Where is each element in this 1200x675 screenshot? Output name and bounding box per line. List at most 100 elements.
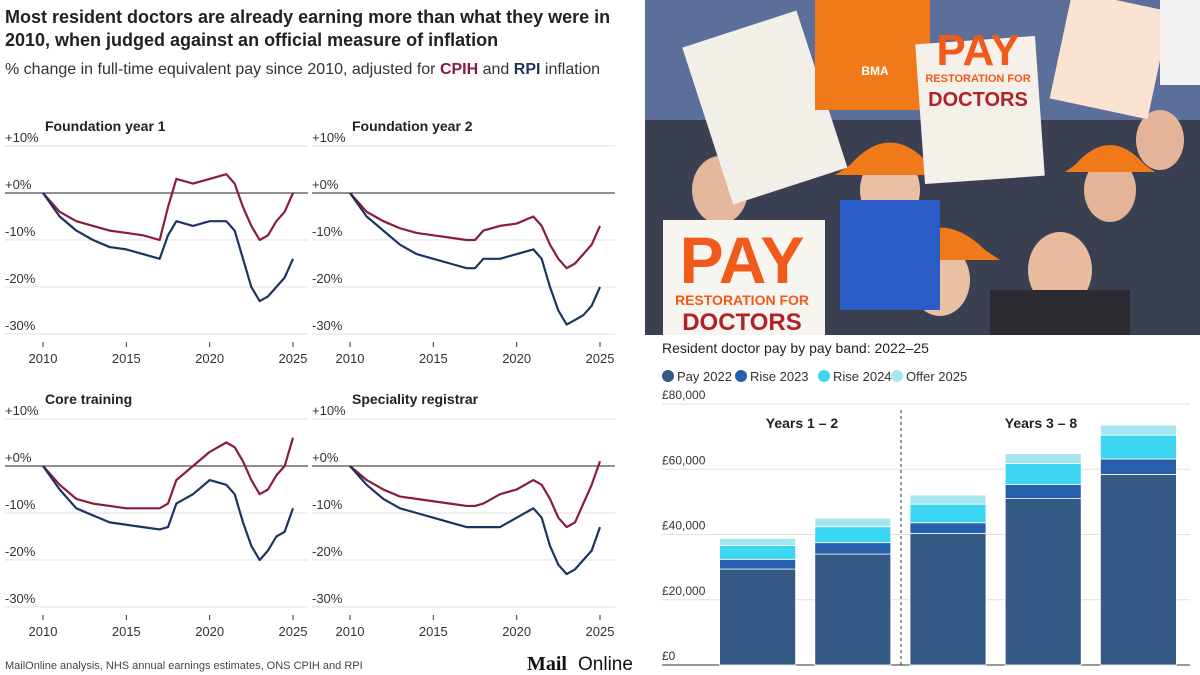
x-tick-label: 2025 (279, 351, 308, 366)
y-tick-label: -30% (5, 591, 36, 606)
y-tick-label: £40,000 (662, 519, 706, 533)
x-tick-label: 2015 (419, 624, 448, 639)
y-tick-label: -30% (312, 318, 343, 333)
y-tick-label: +0% (5, 177, 32, 192)
x-tick-label: 2020 (195, 624, 224, 639)
sign (915, 35, 1045, 185)
clothing (840, 200, 940, 310)
x-tick-label: 2015 (419, 351, 448, 366)
y-tick-label: -20% (5, 544, 36, 559)
bar-segment (1004, 498, 1082, 666)
source: MailOnline analysis, NHS annual earnings… (5, 660, 363, 672)
sign-text: BMA (861, 64, 889, 78)
series-line (349, 192, 602, 270)
bar-segment (719, 538, 796, 546)
sign (1160, 0, 1200, 85)
bar-segment (1100, 434, 1177, 460)
legend-swatch (662, 370, 674, 382)
section-label: Years 3 – 8 (1005, 415, 1078, 431)
y-tick-label: -10% (5, 497, 36, 512)
y-tick-label: £0 (662, 649, 676, 663)
y-tick-label: +10% (5, 130, 39, 145)
y-tick-label: -20% (312, 271, 343, 286)
y-tick-label: -20% (5, 271, 36, 286)
subtitle: % change in full-time equivalent pay sin… (5, 60, 640, 80)
y-tick-label: £80,000 (662, 388, 706, 402)
panel-title: Foundation year 2 (352, 118, 473, 134)
bar-segment (719, 558, 796, 570)
panel-title: Speciality registrar (352, 391, 479, 407)
legend-swatch (818, 370, 830, 382)
bar-segment (814, 526, 892, 544)
y-tick-label: +0% (312, 177, 339, 192)
sign-text: DOCTORS (682, 309, 802, 336)
logo-mail: Mail (527, 653, 567, 675)
y-tick-label: -20% (312, 544, 343, 559)
photo: PAY RESTORATION FOR DOCTORS BMA PAY REST… (645, 0, 1200, 336)
subtitle-text: and (482, 61, 510, 78)
y-tick-label: +10% (312, 403, 346, 418)
y-tick-label: +0% (312, 450, 339, 465)
bar-segment (1004, 484, 1082, 500)
bar-segment (814, 517, 892, 528)
bar-segment (719, 545, 796, 560)
bar-segment (1100, 458, 1177, 475)
chart-title: Resident doctor pay by pay band: 2022–25 (662, 340, 929, 356)
x-tick-label: 2020 (195, 351, 224, 366)
x-tick-label: 2025 (586, 351, 615, 366)
y-tick-label: £60,000 (662, 453, 706, 467)
series-line (349, 192, 602, 326)
bar-segment (1004, 462, 1082, 485)
x-tick-label: 2010 (336, 351, 365, 366)
sign-text: RESTORATION FOR (675, 292, 809, 308)
bar-segment (1100, 424, 1177, 436)
section-label: Years 1 – 2 (766, 415, 839, 431)
y-tick-label: -10% (5, 224, 36, 239)
sign-text: DOCTORS (928, 89, 1028, 111)
legend-label: Offer 2025 (906, 369, 967, 384)
title: Most resident doctors are already earnin… (5, 7, 611, 50)
panel-title: Core training (45, 391, 132, 407)
y-tick-label: -10% (312, 224, 343, 239)
x-tick-label: 2020 (502, 351, 531, 366)
logo-online: Online (578, 654, 633, 675)
bar-segment (814, 542, 892, 555)
panel-title: Foundation year 1 (45, 118, 166, 134)
bar-segment (1004, 453, 1082, 464)
y-tick-label: +10% (312, 130, 346, 145)
sign (682, 10, 848, 205)
y-tick-label: -30% (312, 591, 343, 606)
y-tick-label: £20,000 (662, 584, 706, 598)
hat (835, 142, 945, 175)
bar-segment (909, 522, 987, 534)
x-tick-label: 2015 (112, 351, 141, 366)
clothing (990, 290, 1130, 335)
x-tick-label: 2010 (29, 351, 58, 366)
subtitle-text: % change in full-time equivalent pay sin… (5, 61, 436, 78)
face (1084, 158, 1136, 222)
legend-swatch (735, 370, 747, 382)
sign-text: RESTORATION FOR (925, 73, 1030, 85)
bar-segment (909, 494, 987, 505)
series-line (42, 437, 295, 510)
x-tick-label: 2025 (279, 624, 308, 639)
subtitle-text: inflation (544, 61, 601, 78)
series-line (349, 465, 602, 576)
bar-segment (909, 503, 987, 524)
bar-segment (1100, 474, 1177, 666)
legend-rpi: RPI (513, 61, 541, 78)
x-tick-label: 2020 (502, 624, 531, 639)
sign-text: PAY (680, 223, 805, 297)
x-tick-label: 2010 (29, 624, 58, 639)
sign-text: PAY (936, 26, 1019, 75)
face (1136, 110, 1184, 170)
bar-segment (909, 533, 987, 666)
bar-segment (814, 553, 892, 666)
y-tick-label: +0% (5, 450, 32, 465)
legend-label: Rise 2024 (833, 369, 892, 384)
series-line (42, 192, 295, 303)
series-line (349, 460, 602, 529)
legend-cpih: CPIH (439, 61, 479, 78)
series-line (42, 173, 295, 242)
